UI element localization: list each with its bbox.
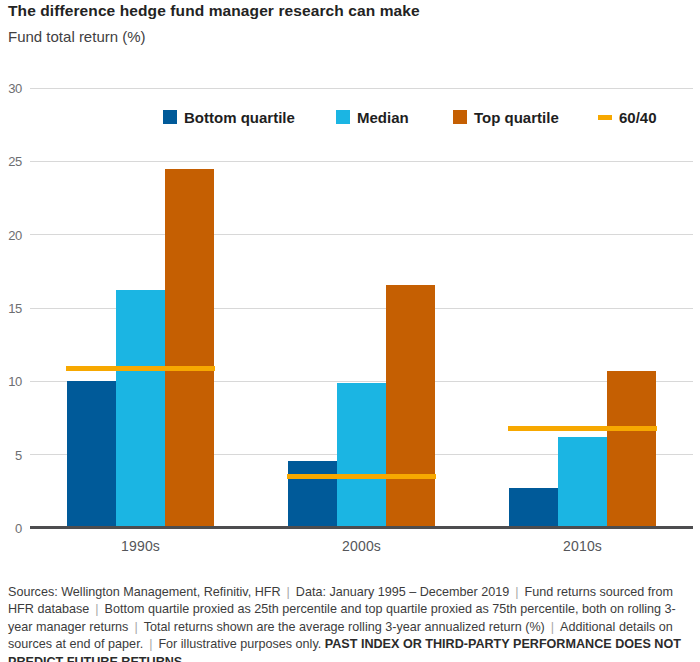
bar-bottom-quartile-2010s — [509, 488, 558, 528]
footnote-segment: Sources: Wellington Management, Refiniti… — [8, 585, 281, 599]
bar-top-quartile-2010s — [607, 371, 656, 528]
line-60-40-2000s — [287, 474, 437, 479]
plot-area: 1990s2000s2010s — [30, 88, 693, 528]
bar-median-1990s — [116, 290, 165, 528]
bar-top-quartile-2000s — [386, 285, 435, 528]
footnote-segment: Data: January 1995 – December 2019 — [296, 585, 510, 599]
y-tick-label-20: 20 — [8, 228, 22, 241]
footnote-separator: | — [287, 585, 290, 599]
y-tick-label-30: 30 — [8, 82, 22, 95]
gridline-25 — [30, 161, 693, 162]
chart-title: The difference hedge fund manager resear… — [8, 2, 692, 20]
footnote-separator: | — [551, 620, 554, 634]
x-category-label-2000s: 2000s — [342, 538, 381, 554]
bar-bottom-quartile-1990s — [67, 381, 116, 528]
x-axis-baseline — [30, 526, 693, 529]
line-60-40-1990s — [66, 366, 216, 371]
y-tick-label-0: 0 — [15, 522, 22, 535]
footnotes: Sources: Wellington Management, Refiniti… — [8, 584, 696, 662]
line-60-40-2010s — [508, 426, 658, 431]
y-tick-label-15: 15 — [8, 302, 22, 315]
gridline-30 — [30, 88, 693, 89]
y-tick-label-25: 25 — [8, 155, 22, 168]
footnote-segment: Total returns shown are the average roll… — [144, 620, 545, 634]
x-category-label-2010s: 2010s — [563, 538, 602, 554]
chart-page: The difference hedge fund manager resear… — [0, 0, 700, 662]
chart-subtitle: Fund total return (%) — [8, 28, 692, 45]
footnote-separator: | — [515, 585, 518, 599]
y-axis: 051015202530 — [0, 88, 22, 528]
bar-median-2000s — [337, 383, 386, 528]
footnote-separator: | — [134, 620, 137, 634]
bar-bottom-quartile-2000s — [288, 461, 337, 528]
footnote-segment: For illustrative purposes only. — [158, 637, 324, 651]
gridline-20 — [30, 234, 693, 235]
footnote-separator: | — [95, 602, 98, 616]
bar-top-quartile-1990s — [165, 169, 214, 528]
bar-median-2010s — [558, 437, 607, 528]
y-tick-label-10: 10 — [8, 375, 22, 388]
footnote-separator: | — [149, 637, 152, 651]
y-tick-label-5: 5 — [15, 448, 22, 461]
x-category-label-1990s: 1990s — [121, 538, 160, 554]
